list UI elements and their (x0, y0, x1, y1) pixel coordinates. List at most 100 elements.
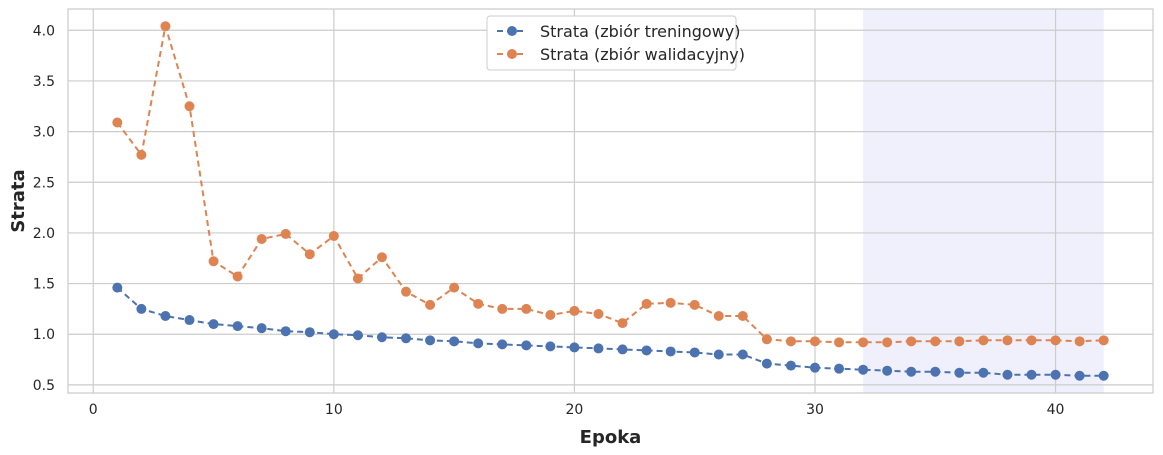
data-point (617, 318, 628, 329)
data-point (449, 336, 460, 347)
data-point (521, 340, 532, 351)
legend-box (486, 15, 737, 71)
data-point (401, 286, 412, 297)
tick-label-layer: 0 10 20 30 40 0.5 1.0 1.5 2.0 2.5 3.0 3.5 4.0 (33, 23, 1065, 418)
data-point (1026, 335, 1037, 346)
data-point (954, 367, 965, 378)
data-point (761, 334, 772, 345)
data-point (280, 326, 291, 337)
data-point (208, 256, 219, 267)
data-point (1002, 335, 1013, 346)
y-axis-title: Strata (8, 169, 29, 232)
data-point (930, 366, 941, 377)
highlight-span (863, 9, 1104, 393)
data-point (352, 330, 363, 341)
data-point (834, 337, 845, 348)
y-tick-label: 1.0 (33, 327, 55, 343)
data-point (521, 303, 532, 314)
data-point (328, 230, 339, 241)
x-tick-label: 20 (565, 402, 583, 418)
y-tick-label: 4.0 (33, 23, 55, 39)
data-point (376, 252, 387, 263)
data-point (713, 349, 724, 360)
data-point (184, 315, 195, 326)
data-point (1026, 369, 1037, 380)
y-tick-label: 2.5 (33, 175, 55, 191)
data-point (160, 21, 171, 32)
data-point (569, 305, 580, 316)
data-point (304, 249, 315, 260)
data-point (449, 282, 460, 293)
data-point (136, 303, 147, 314)
data-point (112, 282, 123, 293)
data-point (954, 336, 965, 347)
data-point (497, 303, 508, 314)
data-point (1098, 370, 1109, 381)
data-point (641, 345, 652, 356)
data-point (473, 298, 484, 309)
data-point (352, 273, 363, 284)
legend-label-validation: Strata (zbiór walidacyjny) (540, 45, 745, 64)
data-point (785, 360, 796, 371)
data-point (232, 271, 243, 282)
x-axis-title: Epoka (580, 427, 642, 448)
data-point (737, 349, 748, 360)
legend: Strata (zbiór treningowy) Strata (zbiór … (486, 15, 745, 71)
data-point (834, 363, 845, 374)
data-point (1098, 335, 1109, 346)
data-point (713, 310, 724, 321)
y-tick-label: 3.0 (33, 125, 55, 141)
data-point (906, 366, 917, 377)
x-tick-label: 10 (325, 402, 343, 418)
data-point (425, 335, 436, 346)
data-point (1002, 369, 1013, 380)
data-point (569, 342, 580, 353)
data-point (761, 358, 772, 369)
series-1 (112, 21, 1109, 348)
legend-entry-validation: Strata (zbiór walidacyjny) (497, 45, 745, 64)
data-point (497, 339, 508, 350)
data-point (160, 310, 171, 321)
data-point (184, 101, 195, 112)
data-point (641, 298, 652, 309)
data-point (328, 329, 339, 340)
data-point (689, 299, 700, 310)
data-point (304, 327, 315, 338)
legend-entry-train: Strata (zbiór treningowy) (497, 22, 740, 41)
data-point (737, 310, 748, 321)
data-point (401, 333, 412, 344)
data-point (280, 228, 291, 239)
data-point (208, 319, 219, 330)
data-point (376, 332, 387, 343)
data-point (858, 337, 869, 348)
series-layer (112, 21, 1109, 381)
data-point (978, 367, 989, 378)
data-point (425, 299, 436, 310)
data-point (1050, 369, 1061, 380)
data-point (256, 233, 267, 244)
data-point (593, 343, 604, 354)
data-point (1074, 370, 1085, 381)
data-point (882, 337, 893, 348)
data-point (978, 335, 989, 346)
data-point (930, 336, 941, 347)
y-tick-label: 1.5 (33, 277, 55, 293)
x-tick-label: 40 (1047, 402, 1065, 418)
data-point (256, 323, 267, 334)
data-point (1050, 335, 1061, 346)
data-point (882, 365, 893, 376)
data-point (785, 336, 796, 347)
y-tick-label: 3.5 (33, 74, 55, 90)
legend-marker-validation (507, 49, 517, 59)
data-point (617, 344, 628, 355)
data-point (473, 338, 484, 349)
data-point (593, 308, 604, 319)
data-point (545, 309, 556, 320)
data-point (858, 364, 869, 375)
data-point (906, 336, 917, 347)
legend-marker-train (507, 26, 517, 36)
x-tick-label: 30 (806, 402, 824, 418)
data-point (232, 321, 243, 332)
data-point (112, 117, 123, 128)
